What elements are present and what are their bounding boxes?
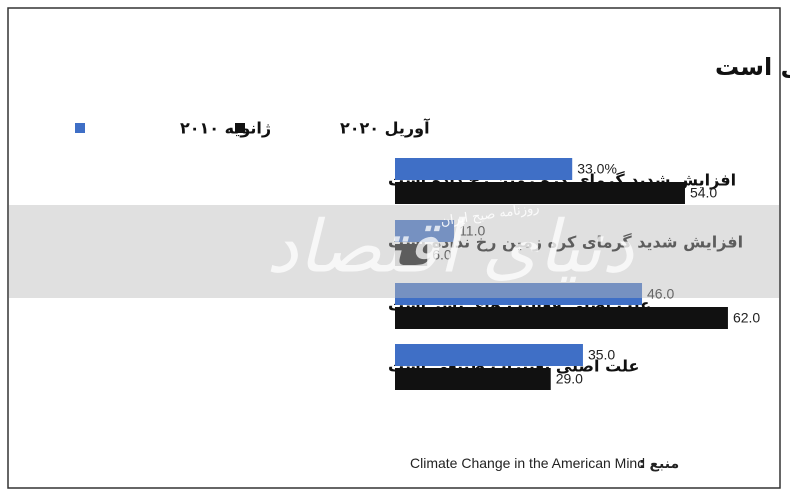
chart-title: اکثر آمریکایی ها عقیده دارند تغییرات اقل… (715, 52, 790, 81)
value-label: 33.0% (577, 161, 617, 177)
bar (395, 158, 573, 180)
value-label: 35.0 (588, 347, 615, 363)
plot: ژانویه ۲۰۱۰ آوریل ۲۰۲۰ افزایش شدید گرمای ک… (75, 118, 760, 390)
watermark: دنیای اقتصاد (266, 205, 635, 289)
legend-label: آوریل ۲۰۲۰ (340, 118, 430, 138)
watermark-band (9, 205, 779, 298)
source-text: Climate Change in the American Mind (410, 455, 645, 471)
value-label: 6.0 (432, 247, 452, 263)
value-label: 29.0 (556, 371, 583, 387)
category-label: افزایش شدید گرمای کره زمین رخ نداده است (388, 233, 743, 252)
bar (395, 344, 583, 366)
bar (395, 182, 685, 204)
value-label: 54.0 (690, 185, 717, 201)
value-label: 62.0 (733, 310, 760, 326)
source-label: منبع : (639, 456, 679, 472)
frame (7, 7, 781, 489)
bar (395, 368, 551, 390)
bar (395, 307, 728, 329)
source: منبع :Climate Change in the American Min… (410, 455, 679, 472)
bar (395, 244, 428, 266)
value-label: 11.0 (459, 223, 485, 239)
value-label: 46.0 (647, 286, 674, 302)
bar (395, 283, 643, 305)
bar (395, 220, 455, 242)
legend-swatch (235, 123, 245, 133)
legend-swatch (75, 123, 85, 133)
legend-label: ژانویه ۲۰۱۰ (180, 119, 271, 138)
